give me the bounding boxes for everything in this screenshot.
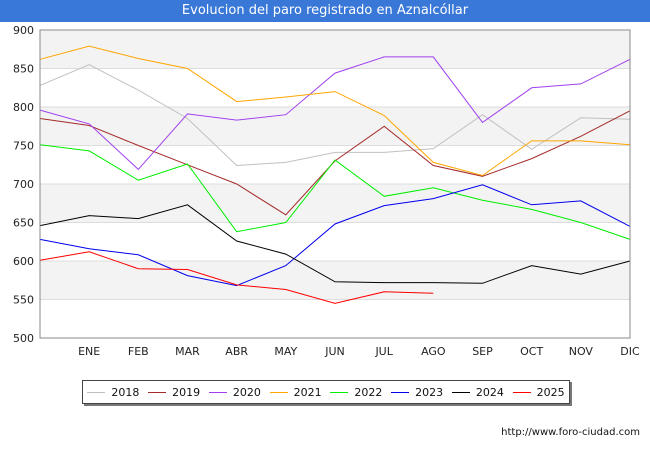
legend-label: 2022 bbox=[354, 385, 383, 399]
legend-label: 2018 bbox=[111, 385, 140, 399]
series-line-2023 bbox=[39, 184, 631, 287]
plot-band bbox=[40, 107, 630, 146]
legend-swatch bbox=[208, 391, 227, 393]
x-tick-label: MAR bbox=[175, 345, 200, 358]
legend-item-2023: 2023 bbox=[391, 386, 443, 399]
legend-item-2025: 2025 bbox=[512, 385, 565, 399]
legend-swatch bbox=[451, 391, 470, 393]
legend-label: 2019 bbox=[172, 385, 201, 399]
y-tick-label: 800 bbox=[13, 101, 34, 114]
series-line-2022 bbox=[39, 144, 631, 240]
x-tick-label: ABR bbox=[225, 345, 248, 358]
series-line-2025 bbox=[39, 251, 434, 304]
y-tick-label: 500 bbox=[13, 332, 34, 345]
legend-swatch bbox=[269, 391, 288, 393]
series-line-2021 bbox=[39, 45, 631, 177]
series-line-2020 bbox=[39, 56, 631, 171]
x-tick-label: DIC bbox=[620, 345, 640, 358]
legend-item-2021: 2021 bbox=[269, 385, 322, 399]
x-tick-label: AGO bbox=[421, 345, 446, 358]
legend: 2018 2019 2020 2021 2022 2023 2024 2025 bbox=[82, 380, 570, 404]
legend-swatch bbox=[512, 391, 531, 393]
legend-label: 2025 bbox=[536, 385, 565, 399]
x-tick-label: JUL bbox=[374, 345, 393, 358]
plot-band bbox=[40, 261, 630, 300]
y-tick-label: 850 bbox=[13, 63, 34, 76]
y-tick-label: 550 bbox=[13, 294, 34, 307]
x-tick-label: OCT bbox=[520, 345, 543, 358]
x-tick-label: NOV bbox=[569, 345, 594, 358]
legend-label: 2023 bbox=[415, 385, 444, 399]
series-lines bbox=[39, 45, 631, 304]
y-tick-label: 700 bbox=[13, 178, 34, 191]
x-tick-label: ENE bbox=[78, 345, 100, 358]
plot-bands bbox=[40, 30, 630, 300]
plot-band bbox=[40, 184, 630, 223]
legend-item-2019: 2019 bbox=[148, 386, 200, 399]
legend-label: 2020 bbox=[232, 385, 261, 399]
x-tick-label: JUN bbox=[324, 345, 345, 358]
legend-swatch bbox=[148, 391, 167, 393]
y-tick-label: 650 bbox=[13, 217, 34, 230]
x-axis-ticks: ENE FEB MAR ABR MAY JUN JUL AGO SEP OCT NOV DIC bbox=[78, 345, 640, 358]
x-tick-label: SEP bbox=[472, 345, 493, 358]
series-line-2018 bbox=[39, 64, 631, 167]
chart-title: Evolucion del paro registrado en Aznalcó… bbox=[0, 0, 650, 22]
plot-border bbox=[39, 29, 631, 339]
legend-item-2024: 2024 bbox=[451, 385, 504, 399]
series-line-2024 bbox=[39, 204, 631, 284]
y-tick-label: 750 bbox=[13, 140, 34, 153]
x-tick-label: FEB bbox=[128, 345, 149, 358]
legend-item-2020: 2020 bbox=[208, 385, 261, 399]
source-url: http://www.foro-ciudad.com bbox=[501, 427, 640, 438]
legend-label: 2021 bbox=[293, 385, 322, 399]
legend-swatch bbox=[330, 391, 349, 393]
y-tick-label: 600 bbox=[13, 255, 34, 268]
plot-band bbox=[40, 30, 630, 69]
legend-swatch bbox=[87, 391, 106, 393]
legend-swatch bbox=[391, 391, 410, 393]
y-axis-ticks: 500 550 600 650 700 750 800 850 900 bbox=[13, 24, 34, 345]
y-tick-label: 900 bbox=[13, 24, 34, 37]
legend-item-2018: 2018 bbox=[87, 386, 139, 399]
x-tick-label: MAY bbox=[274, 345, 297, 358]
legend-label: 2024 bbox=[475, 385, 504, 399]
legend-item-2022: 2022 bbox=[330, 386, 382, 399]
